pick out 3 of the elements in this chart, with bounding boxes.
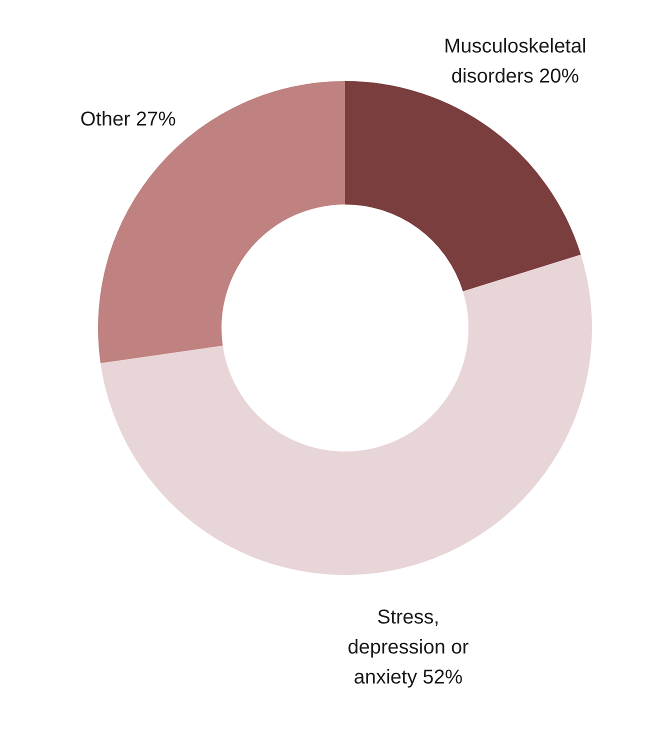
slice-label: Musculoskeletal disorders 20% <box>444 35 586 88</box>
slice-label: Stress, depression or anxiety 52% <box>348 606 470 688</box>
slice-label: Other 27% <box>80 108 176 131</box>
